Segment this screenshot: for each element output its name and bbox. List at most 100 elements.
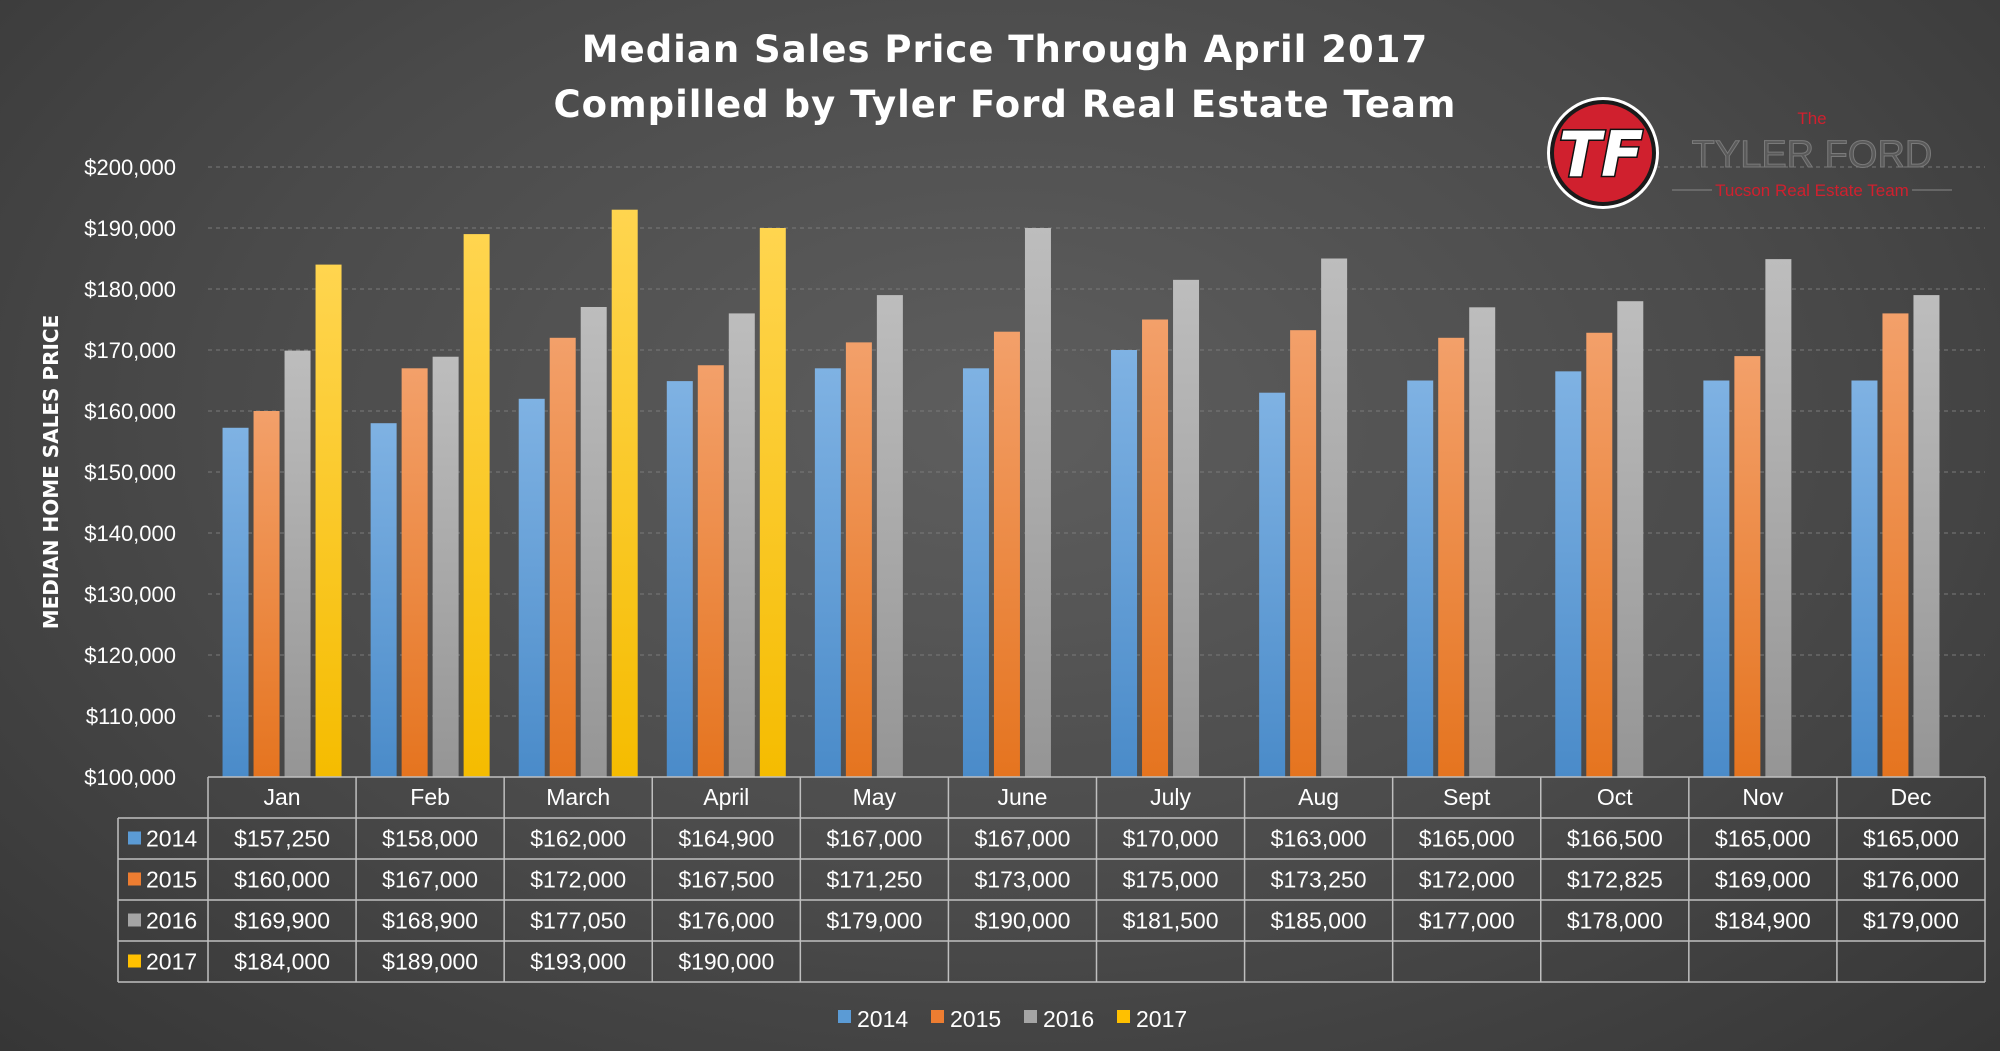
legend-label: 2015 (950, 1006, 1001, 1032)
table-cell-value: $169,900 (234, 908, 330, 934)
table-cell-value: $184,000 (234, 949, 330, 975)
x-tick-label: June (998, 784, 1048, 810)
bar-2015-april (697, 365, 724, 777)
table-cell-value: $184,900 (1715, 908, 1811, 934)
bar-2014-july (1111, 350, 1138, 777)
bar-2014-aug (1259, 392, 1286, 777)
bar-2016-april (728, 313, 755, 777)
chart-subtitle: Compilled by Tyler Ford Real Estate Team (554, 83, 1457, 126)
legend-key-2014 (838, 1010, 851, 1023)
table-cell-value: $163,000 (1271, 826, 1367, 852)
bar-2015-aug (1290, 330, 1317, 777)
bar-2016-nov (1765, 259, 1792, 777)
bar-2015-may (845, 342, 872, 777)
y-tick-label: $110,000 (86, 704, 176, 729)
table-cell-value: $177,000 (1419, 908, 1515, 934)
table-cell-value: $165,000 (1715, 826, 1811, 852)
table-cell-value: $190,000 (974, 908, 1070, 934)
legend-key-2016 (1024, 1010, 1037, 1023)
table-cell-value: $176,000 (1863, 867, 1959, 893)
bar-2015-jan (253, 411, 280, 777)
table-cell-value: $157,250 (234, 826, 330, 852)
gridlines (208, 166, 1985, 778)
bar-2015-sept (1438, 337, 1465, 777)
x-tick-label: Sept (1443, 784, 1491, 810)
x-tick-label: Jan (263, 784, 300, 810)
table-cell-value: $165,000 (1863, 826, 1959, 852)
logo-name: TYLER FORD (1692, 134, 1933, 176)
legend-key-2017 (1117, 1010, 1130, 1023)
bar-2016-sept (1469, 307, 1496, 777)
bar-2014-dec (1851, 380, 1878, 777)
bar-2014-may (814, 368, 841, 777)
x-tick-label: Oct (1597, 784, 1633, 810)
legend-label: 2016 (1043, 1006, 1094, 1032)
table-legend-key-2016 (128, 913, 141, 927)
x-tick-label: Feb (410, 784, 450, 810)
table-cell-value: $166,500 (1567, 826, 1663, 852)
bar-2014-june (962, 368, 989, 777)
bar-2017-march (611, 209, 638, 777)
bar-2016-march (580, 306, 607, 777)
table-cell-value: $165,000 (1419, 826, 1515, 852)
table-cell-value: $164,900 (678, 826, 774, 852)
y-tick-label: $150,000 (84, 460, 176, 485)
y-tick-label: $100,000 (84, 765, 176, 790)
bar-2014-march (518, 398, 545, 777)
bar-2017-jan (315, 264, 342, 778)
table-cell-value: $162,000 (530, 826, 626, 852)
bar-2015-nov (1734, 356, 1761, 777)
table-cell-value: $167,000 (974, 826, 1070, 852)
y-tick-label: $160,000 (84, 399, 176, 424)
x-tick-label: April (703, 784, 749, 810)
table-cell-value: $193,000 (530, 949, 626, 975)
logo-badge-ring (1550, 100, 1656, 206)
table-cell-value: $177,050 (530, 908, 626, 934)
bar-2015-june (993, 331, 1020, 777)
bar-2017-feb (463, 234, 490, 778)
y-tick-label: $180,000 (84, 277, 176, 302)
y-tick-label: $190,000 (84, 216, 176, 241)
bar-2016-oct (1617, 301, 1644, 777)
x-tick-label: March (546, 784, 610, 810)
bar-2016-dec (1913, 295, 1940, 777)
y-axis-ticks: $100,000 $110,000 $120,000 $130,000 $140,000… (84, 155, 176, 790)
legend-key-2015 (931, 1010, 944, 1023)
bar-2016-june (1024, 228, 1051, 777)
logo-tagline: Tucson Real Estate Team (1715, 181, 1909, 200)
chart-title: Median Sales Price Through April 2017 (582, 28, 1428, 71)
y-tick-label: $130,000 (84, 582, 176, 607)
bar-2014-sept (1407, 380, 1434, 777)
table-cell-value: $167,500 (678, 867, 774, 893)
bar-2014-jan (222, 427, 249, 777)
table-cell-value: $171,250 (826, 867, 922, 893)
brand-logo: TF The TYLER FORD Tucson Real Estate Tea… (1547, 97, 1952, 209)
logo-monogram: TF (1559, 118, 1644, 191)
bar-2016-may (876, 295, 903, 777)
bar-2014-april (666, 381, 693, 777)
table-legend-key-2015 (128, 872, 141, 886)
table-cell-value: $170,000 (1123, 826, 1219, 852)
y-tick-label: $200,000 (84, 155, 176, 180)
table-cell-value: $172,000 (530, 867, 626, 893)
logo-the: The (1797, 109, 1826, 128)
table-legend-key-2014 (128, 831, 141, 845)
table-cell-value: $175,000 (1123, 867, 1219, 893)
table-series-name: 2014 (146, 826, 197, 852)
table-cell-value: $168,900 (382, 908, 478, 934)
table-cell-value: $173,000 (974, 867, 1070, 893)
bar-2017-april (759, 228, 786, 777)
bar-2015-oct (1586, 332, 1613, 777)
table-legend-key-2017 (128, 954, 141, 968)
table-cell-value: $181,500 (1123, 908, 1219, 934)
table-cell-value: $190,000 (678, 949, 774, 975)
x-tick-label: Dec (1891, 784, 1932, 810)
table-cell-value: $189,000 (382, 949, 478, 975)
table-cell-value: $176,000 (678, 908, 774, 934)
table-series-name: 2015 (146, 867, 197, 893)
table-cell-value: $160,000 (234, 867, 330, 893)
table-cell-value: $169,000 (1715, 867, 1811, 893)
bar-2014-nov (1703, 380, 1730, 777)
y-tick-label: $170,000 (84, 338, 176, 363)
